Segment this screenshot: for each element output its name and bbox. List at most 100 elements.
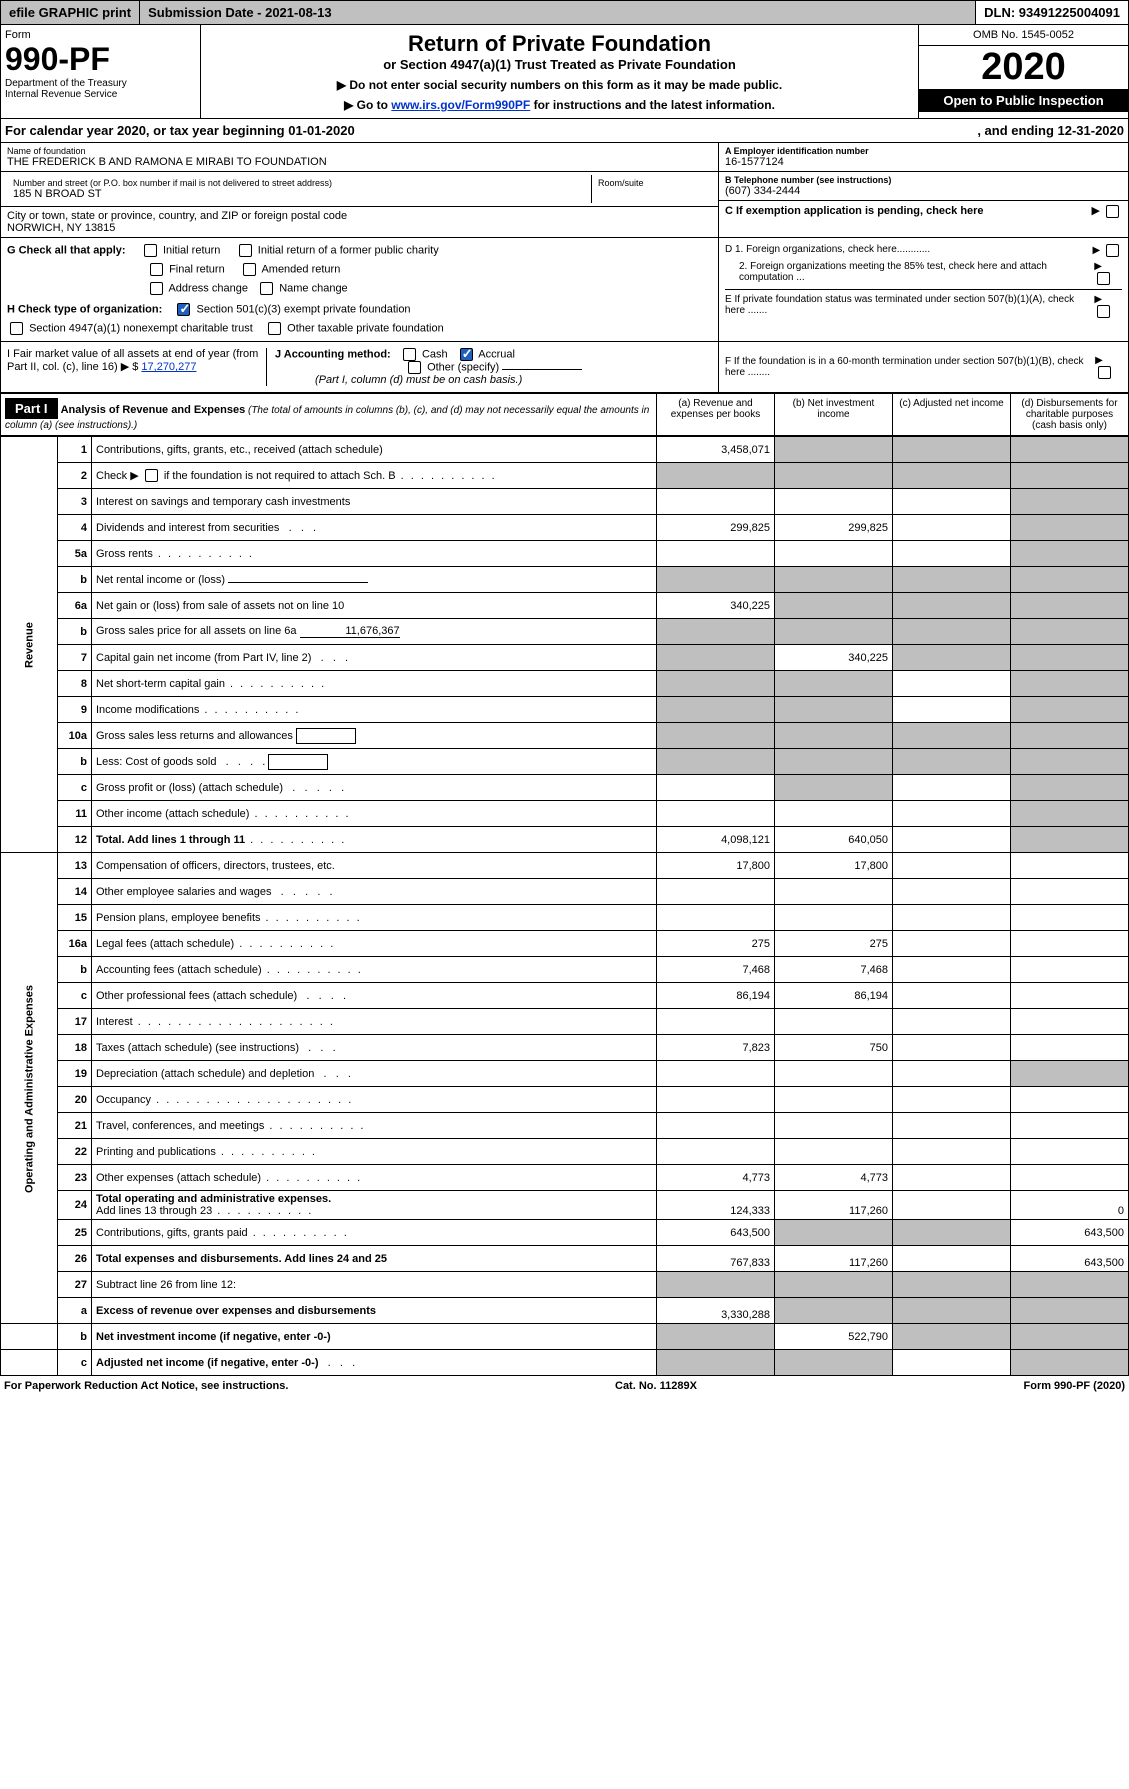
part1-header: Part I Analysis of Revenue and Expenses … — [0, 393, 1129, 436]
table-row: Revenue 1 Contributions, gifts, grants, … — [1, 437, 1129, 463]
table-row: c Adjusted net income (if negative, ente… — [1, 1350, 1129, 1376]
h-label: H Check type of organization: — [7, 303, 162, 315]
table-row: 3 Interest on savings and temporary cash… — [1, 489, 1129, 515]
footer: For Paperwork Reduction Act Notice, see … — [0, 1376, 1129, 1396]
city-state-zip: NORWICH, NY 13815 — [7, 222, 712, 234]
g-initial-checkbox[interactable] — [144, 244, 157, 257]
open-public: Open to Public Inspection — [919, 89, 1128, 112]
g-h-section: G Check all that apply: Initial return I… — [0, 238, 1129, 342]
e-checkbox[interactable] — [1097, 305, 1110, 318]
j-other-checkbox[interactable] — [408, 361, 421, 374]
form-label: Form — [5, 29, 196, 41]
form-note-2: ▶ Go to www.irs.gov/Form990PF for instru… — [207, 98, 912, 112]
i-j-section: I Fair market value of all assets at end… — [0, 342, 1129, 393]
table-row: 21 Travel, conferences, and meetings — [1, 1113, 1129, 1139]
cal-begin: For calendar year 2020, or tax year begi… — [5, 123, 355, 138]
f-label: F If the foundation is in a 60-month ter… — [725, 356, 1095, 378]
f-checkbox[interactable] — [1098, 366, 1111, 379]
irs-link[interactable]: www.irs.gov/Form990PF — [391, 98, 530, 112]
i-value[interactable]: 17,270,277 — [141, 361, 196, 373]
table-row: 10a Gross sales less returns and allowan… — [1, 723, 1129, 749]
j-accrual-checkbox[interactable] — [460, 348, 473, 361]
g-opt-2: Initial return of a former public charit… — [258, 244, 439, 256]
table-row: 27 Subtract line 26 from line 12: — [1, 1272, 1129, 1298]
dln: DLN: 93491225004091 — [976, 1, 1128, 24]
table-row: 16a Legal fees (attach schedule) 275 275 — [1, 931, 1129, 957]
goto-prefix: ▶ Go to — [344, 98, 391, 112]
e-label: E If private foundation status was termi… — [725, 294, 1094, 318]
table-row: c Gross profit or (loss) (attach schedul… — [1, 775, 1129, 801]
table-row: 18 Taxes (attach schedule) (see instruct… — [1, 1035, 1129, 1061]
city-label: City or town, state or province, country… — [7, 210, 712, 222]
calendar-row: For calendar year 2020, or tax year begi… — [0, 118, 1129, 143]
d1-checkbox[interactable] — [1106, 244, 1119, 257]
g-initial-former-checkbox[interactable] — [239, 244, 252, 257]
h-4947-checkbox[interactable] — [10, 322, 23, 335]
table-row: b Gross sales price for all assets on li… — [1, 619, 1129, 645]
phone-value: (607) 334-2444 — [725, 185, 1122, 197]
g-label: G Check all that apply: — [7, 244, 126, 256]
h-opt-1: Section 501(c)(3) exempt private foundat… — [197, 303, 411, 315]
g-name-checkbox[interactable] — [260, 282, 273, 295]
part1-title: Analysis of Revenue and Expenses — [61, 404, 246, 416]
table-row: 2 Check ▶ if the foundation is not requi… — [1, 463, 1129, 489]
revenue-side-label: Revenue — [1, 437, 58, 853]
table-row: 4 Dividends and interest from securities… — [1, 515, 1129, 541]
i-label: I Fair market value of all assets at end… — [7, 348, 258, 373]
table-row: 6a Net gain or (loss) from sale of asset… — [1, 593, 1129, 619]
form-subtitle: or Section 4947(a)(1) Trust Treated as P… — [207, 57, 912, 72]
table-row: 11 Other income (attach schedule) — [1, 801, 1129, 827]
table-row: 9 Income modifications — [1, 697, 1129, 723]
footer-left: For Paperwork Reduction Act Notice, see … — [4, 1380, 288, 1392]
g-opt-6: Name change — [279, 282, 348, 294]
g-final-checkbox[interactable] — [150, 263, 163, 276]
table-row: 20 Occupancy — [1, 1087, 1129, 1113]
table-row: 25 Contributions, gifts, grants paid 643… — [1, 1220, 1129, 1246]
sch-b-checkbox[interactable] — [145, 469, 158, 482]
g-amended-checkbox[interactable] — [243, 263, 256, 276]
col-d-head: (d) Disbursements for charitable purpose… — [1010, 394, 1128, 435]
d2-label: 2. Foreign organizations meeting the 85%… — [725, 261, 1094, 285]
street-address: 185 N BROAD ST — [13, 188, 585, 200]
part1-label: Part I — [5, 398, 58, 419]
table-row: 7 Capital gain net income (from Part IV,… — [1, 645, 1129, 671]
table-row: Operating and Administrative Expenses 13… — [1, 853, 1129, 879]
cal-end: , and ending 12-31-2020 — [977, 123, 1124, 138]
omb-number: OMB No. 1545-0052 — [919, 25, 1128, 46]
submission-date: Submission Date - 2021-08-13 — [140, 1, 976, 24]
g-opt-4: Amended return — [261, 263, 340, 275]
c-label: C If exemption application is pending, c… — [725, 205, 984, 217]
g-opt-5: Address change — [168, 282, 248, 294]
table-row: b Accounting fees (attach schedule) 7,46… — [1, 957, 1129, 983]
g-address-checkbox[interactable] — [150, 282, 163, 295]
foundation-name: THE FREDERICK B AND RAMONA E MIRABI TO F… — [7, 156, 712, 168]
form-number: 990-PF — [5, 41, 196, 78]
footer-right: Form 990-PF (2020) — [1024, 1380, 1125, 1392]
h-opt-2: Section 4947(a)(1) nonexempt charitable … — [29, 322, 253, 334]
part1-table: Revenue 1 Contributions, gifts, grants, … — [0, 436, 1129, 1376]
table-row: 14 Other employee salaries and wages . .… — [1, 879, 1129, 905]
efile-label: efile GRAPHIC print — [1, 1, 140, 24]
c-checkbox[interactable] — [1106, 205, 1119, 218]
h-other-checkbox[interactable] — [268, 322, 281, 335]
ein-label: A Employer identification number — [725, 146, 1122, 156]
form-header: Form 990-PF Department of the Treasury I… — [0, 25, 1129, 118]
g-opt-3: Final return — [169, 263, 225, 275]
j-cash: Cash — [422, 348, 448, 360]
table-row: 17 Interest — [1, 1009, 1129, 1035]
addr-label: Number and street (or P.O. box number if… — [13, 178, 585, 188]
h-opt-3: Other taxable private foundation — [287, 322, 444, 334]
top-bar: efile GRAPHIC print Submission Date - 20… — [0, 0, 1129, 25]
h-501c3-checkbox[interactable] — [177, 303, 190, 316]
d2-checkbox[interactable] — [1097, 272, 1110, 285]
table-row: 23 Other expenses (attach schedule) 4,77… — [1, 1165, 1129, 1191]
col-c-head: (c) Adjusted net income — [892, 394, 1010, 435]
table-row: 5a Gross rents — [1, 541, 1129, 567]
j-cash-checkbox[interactable] — [403, 348, 416, 361]
phone-label: B Telephone number (see instructions) — [725, 175, 1122, 185]
expenses-side-label: Operating and Administrative Expenses — [1, 853, 58, 1324]
goto-suffix: for instructions and the latest informat… — [530, 98, 775, 112]
name-label: Name of foundation — [7, 146, 712, 156]
table-row: 19 Depreciation (attach schedule) and de… — [1, 1061, 1129, 1087]
table-row: b Less: Cost of goods sold . . . . — [1, 749, 1129, 775]
